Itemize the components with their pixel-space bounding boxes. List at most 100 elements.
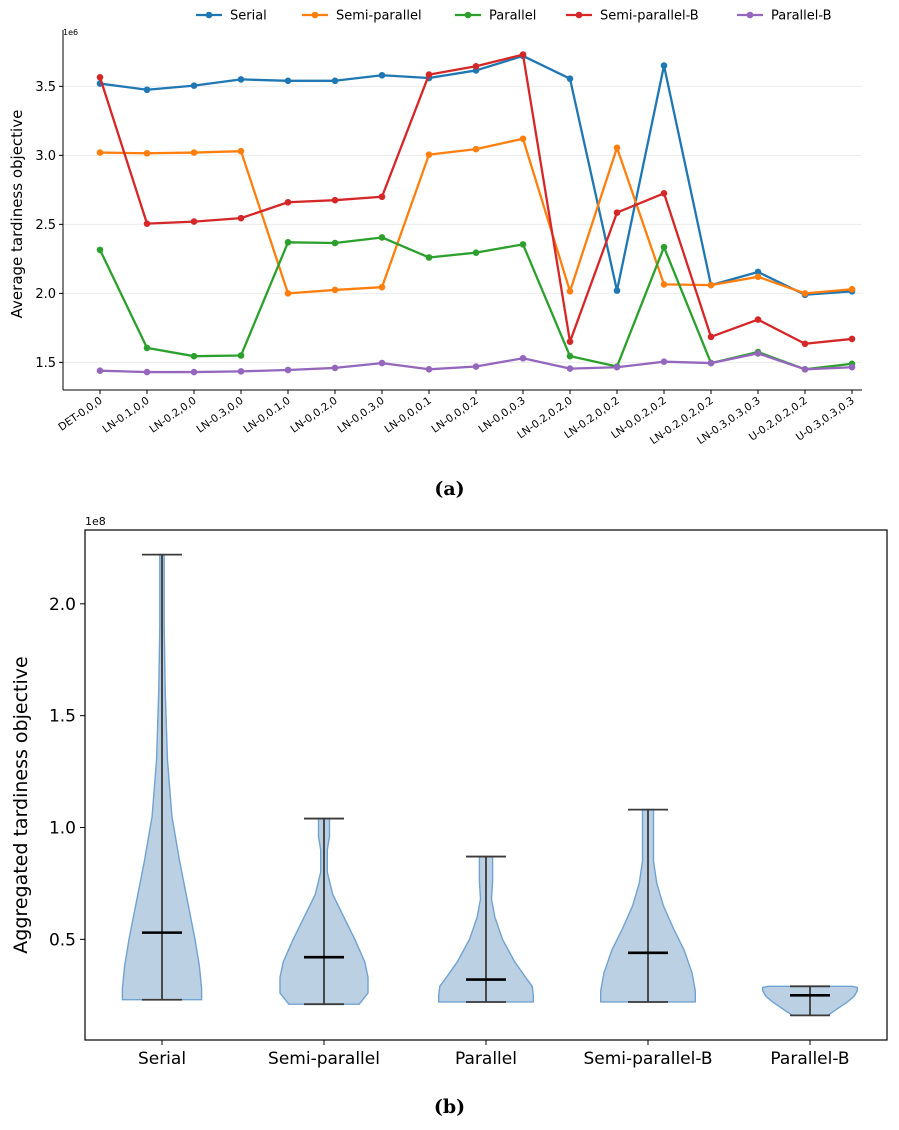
data-point-semi-parallel-b bbox=[660, 189, 668, 197]
legend-item-semi-parallel: Semi-parallel bbox=[302, 9, 422, 24]
data-point-parallel-b bbox=[566, 365, 574, 372]
caption-b: (b) bbox=[433, 1096, 466, 1118]
x-tick-label: Serial bbox=[138, 1049, 186, 1069]
data-point-parallel bbox=[284, 238, 292, 246]
data-point-semi-parallel-b bbox=[566, 338, 574, 345]
y-scale-label: 1e8 bbox=[85, 515, 106, 528]
data-point-semi-parallel-b bbox=[190, 218, 198, 225]
x-tick-label: DET-0,0,0 bbox=[56, 395, 104, 434]
data-point-semi-parallel-b bbox=[707, 333, 715, 341]
data-point-parallel bbox=[237, 352, 245, 359]
data-point-serial bbox=[613, 287, 621, 294]
legend-label: Serial bbox=[230, 9, 267, 24]
data-point-serial bbox=[331, 77, 339, 85]
y-tick-label: 3.5 bbox=[35, 80, 56, 95]
data-point-parallel-b bbox=[848, 363, 856, 371]
y-tick-label: 2.0 bbox=[35, 287, 56, 302]
x-tick-label: LN-0,0.1,0 bbox=[241, 395, 292, 436]
data-point-serial bbox=[660, 62, 668, 69]
data-point-parallel-b bbox=[284, 366, 292, 374]
data-point-semi-parallel-b bbox=[96, 74, 104, 81]
data-point-parallel bbox=[190, 352, 198, 360]
legend-label: Semi-parallel-B bbox=[600, 9, 699, 24]
data-point-semi-parallel bbox=[566, 288, 574, 295]
y-tick-label: 1.5 bbox=[35, 356, 56, 371]
x-tick-label: Semi-parallel-B bbox=[583, 1049, 712, 1069]
data-point-parallel-b bbox=[425, 365, 433, 373]
data-point-parallel bbox=[472, 249, 480, 256]
legend-marker bbox=[746, 11, 754, 19]
data-point-semi-parallel-b bbox=[284, 198, 292, 206]
data-point-semi-parallel-b bbox=[848, 335, 856, 343]
data-point-parallel-b bbox=[472, 363, 480, 370]
data-point-semi-parallel bbox=[96, 149, 104, 156]
y-axis-label: Average tardiness objective bbox=[8, 110, 26, 319]
data-point-parallel bbox=[660, 243, 668, 251]
data-point-semi-parallel bbox=[707, 281, 715, 289]
data-point-parallel-b bbox=[519, 354, 527, 362]
data-point-parallel-b bbox=[96, 367, 104, 374]
x-tick-label: LN-0.3,0,0 bbox=[194, 395, 245, 436]
y-tick-label: 1.5 bbox=[49, 707, 76, 727]
x-tick-label: LN-0.1,0,0 bbox=[100, 395, 151, 436]
data-point-parallel-b bbox=[378, 359, 386, 367]
series-line-serial bbox=[99, 54, 853, 296]
data-point-semi-parallel-b bbox=[143, 220, 151, 227]
legend-item-serial: Serial bbox=[196, 9, 267, 24]
y-tick-label: 1.0 bbox=[49, 819, 76, 839]
data-point-semi-parallel-b bbox=[613, 209, 621, 216]
data-point-semi-parallel-b bbox=[331, 196, 339, 204]
legend-label: Semi-parallel bbox=[336, 9, 422, 24]
y-axis-label: Aggregated tardiness objective bbox=[10, 656, 32, 953]
data-point-semi-parallel-b bbox=[425, 71, 433, 78]
legend-item-parallel-b: Parallel-B bbox=[737, 9, 832, 24]
legend-marker bbox=[464, 11, 472, 19]
data-point-parallel-b bbox=[707, 359, 715, 367]
data-point-semi-parallel-b bbox=[378, 193, 386, 201]
legend-marker bbox=[205, 11, 213, 19]
x-tick-label: Parallel bbox=[455, 1049, 517, 1069]
x-tick-label: LN-0.2,0,0 bbox=[147, 395, 198, 436]
data-point-serial bbox=[237, 76, 245, 83]
legend-label: Parallel-B bbox=[771, 9, 832, 24]
y-tick-label: 0.5 bbox=[49, 930, 76, 950]
data-point-semi-parallel bbox=[190, 149, 198, 156]
legend-marker bbox=[575, 11, 583, 19]
data-point-semi-parallel bbox=[519, 135, 527, 143]
data-point-semi-parallel bbox=[848, 285, 856, 293]
series-line-parallel bbox=[98, 236, 853, 371]
data-point-parallel bbox=[519, 241, 527, 248]
data-point-serial bbox=[143, 86, 151, 94]
y-tick-label: 3.0 bbox=[35, 149, 56, 164]
data-point-parallel-b bbox=[754, 350, 762, 357]
data-point-semi-parallel bbox=[378, 283, 386, 291]
data-point-parallel bbox=[143, 344, 151, 352]
x-tick-label: LN-0,0.3,0 bbox=[335, 395, 386, 436]
y-tick-label: 2.0 bbox=[49, 595, 76, 615]
x-tick-label: Semi-parallel bbox=[268, 1049, 380, 1069]
data-point-semi-parallel-b bbox=[472, 62, 480, 70]
caption-a: (a) bbox=[434, 478, 465, 500]
data-point-parallel-b bbox=[190, 368, 198, 376]
data-point-parallel-b bbox=[143, 368, 151, 376]
violin-chart: 0.5 1.0 1.5 2.0 1e8 Aggregated tardiness obje… bbox=[10, 515, 888, 1069]
data-point-semi-parallel bbox=[237, 147, 245, 155]
data-point-serial bbox=[284, 77, 292, 85]
data-point-semi-parallel bbox=[425, 151, 433, 158]
data-point-serial bbox=[566, 75, 574, 83]
data-point-semi-parallel bbox=[472, 145, 480, 153]
data-point-semi-parallel bbox=[331, 286, 339, 294]
data-point-parallel bbox=[566, 352, 574, 360]
x-tick-label: LN-0,0.2,0 bbox=[288, 395, 339, 436]
data-point-parallel-b bbox=[660, 358, 668, 366]
data-point-parallel-b bbox=[237, 368, 245, 375]
data-point-semi-parallel bbox=[660, 281, 668, 288]
x-tick-label: LN-0,0,0.2 bbox=[429, 395, 480, 436]
data-point-parallel bbox=[378, 234, 386, 241]
data-point-serial bbox=[190, 82, 198, 89]
line-chart: 1.5 2.0 2.5 3.0 3.5 1e6 Average tardiness obje… bbox=[8, 9, 862, 447]
data-point-semi-parallel bbox=[801, 290, 809, 297]
data-point-parallel-b bbox=[331, 364, 339, 372]
data-point-semi-parallel-b bbox=[801, 340, 809, 348]
